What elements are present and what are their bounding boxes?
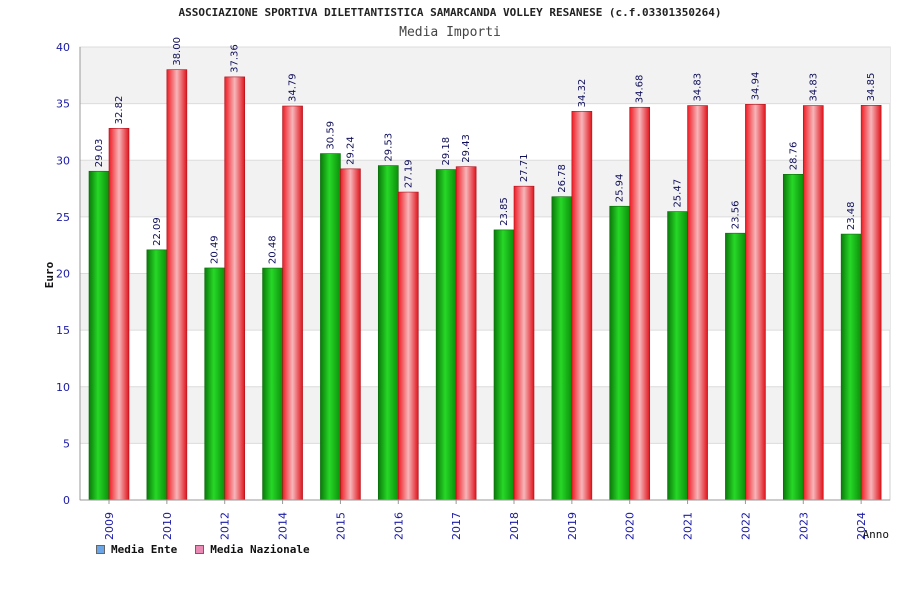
bar-media-ente-2012 xyxy=(204,267,226,501)
data-label: 34.32 xyxy=(577,79,588,108)
x-tick-label: 2024 xyxy=(855,512,868,540)
x-tick-label: 2012 xyxy=(219,512,232,540)
data-label: 37.36 xyxy=(230,44,241,73)
grid-band xyxy=(80,47,890,104)
y-tick-label: 20 xyxy=(56,268,70,281)
x-tick-label: 2014 xyxy=(277,512,290,540)
data-label: 34.94 xyxy=(750,72,761,101)
bar-media-nazionale-2012 xyxy=(224,76,246,501)
legend-label-media-nazionale: Media Nazionale xyxy=(210,543,310,556)
data-label: 29.18 xyxy=(441,137,452,166)
x-tick-label: 2016 xyxy=(392,512,405,540)
bar-media-ente-2010 xyxy=(146,249,168,501)
data-label: 23.85 xyxy=(499,197,510,226)
bar-media-nazionale-2024 xyxy=(860,105,882,501)
data-label: 22.09 xyxy=(152,217,163,246)
bar-media-ente-2021 xyxy=(667,211,688,501)
data-label: 34.85 xyxy=(866,73,877,102)
data-label: 34.83 xyxy=(693,73,704,102)
bar-media-nazionale-2010 xyxy=(166,69,188,501)
data-label: 29.43 xyxy=(461,134,472,163)
bar-media-nazionale-2016 xyxy=(397,191,419,501)
data-label: 26.78 xyxy=(557,164,568,193)
data-label: 34.83 xyxy=(808,73,819,102)
bar-media-nazionale-2015 xyxy=(340,168,361,501)
bar-media-ente-2017 xyxy=(435,169,457,501)
legend-item-media-nazionale: Media Nazionale xyxy=(195,543,310,556)
chart-subtitle: Media Importi xyxy=(399,25,501,40)
data-label: 28.76 xyxy=(788,142,799,171)
chart-title: ASSOCIAZIONE SPORTIVA DILETTANTISTICA SA… xyxy=(178,6,722,19)
x-tick-label: 2022 xyxy=(739,512,752,540)
x-tick-label: 2015 xyxy=(334,512,347,540)
data-label: 29.03 xyxy=(94,139,105,168)
data-label: 25.94 xyxy=(615,174,626,203)
grid-band xyxy=(80,386,890,444)
data-label: 20.49 xyxy=(210,235,221,264)
bar-media-nazionale-2018 xyxy=(513,185,535,501)
x-tick-label: 2019 xyxy=(566,512,579,540)
bar-media-ente-2014 xyxy=(262,267,283,501)
bar-media-nazionale-2023 xyxy=(802,105,824,501)
bar-media-nazionale-2019 xyxy=(571,111,593,501)
grid-band xyxy=(80,160,890,217)
data-label: 27.19 xyxy=(403,159,414,188)
data-label: 25.47 xyxy=(673,179,684,208)
data-label: 34.79 xyxy=(288,73,299,102)
x-tick-label: 2021 xyxy=(682,512,695,540)
data-label: 29.24 xyxy=(345,136,356,165)
data-label: 34.68 xyxy=(635,75,646,104)
bar-media-nazionale-2022 xyxy=(745,104,766,501)
y-tick-label: 10 xyxy=(56,381,70,394)
grid-band xyxy=(80,273,890,331)
data-label: 29.53 xyxy=(383,133,394,162)
y-tick-label: 35 xyxy=(56,98,70,111)
bar-media-ente-2019 xyxy=(551,196,573,501)
y-tick-label: 15 xyxy=(56,324,70,337)
x-tick-label: 2023 xyxy=(797,512,810,540)
legend: Media Ente Media Nazionale xyxy=(96,543,310,556)
bar-media-nazionale-2017 xyxy=(455,166,477,501)
x-tick-label: 2010 xyxy=(161,512,174,540)
bar-media-nazionale-2020 xyxy=(629,106,651,501)
bar-media-ente-2022 xyxy=(725,232,746,501)
bar-media-nazionale-2021 xyxy=(687,105,708,501)
y-tick-label: 25 xyxy=(56,211,70,224)
x-tick-label: 2009 xyxy=(103,512,116,540)
bar-media-ente-2020 xyxy=(609,205,631,501)
data-label: 30.59 xyxy=(325,121,336,150)
x-axis-label: Anno xyxy=(863,528,890,541)
x-tick-label: 2018 xyxy=(508,512,521,540)
bar-media-ente-2016 xyxy=(377,165,399,501)
bar-media-ente-2009 xyxy=(88,170,110,501)
bar-media-ente-2018 xyxy=(493,229,515,501)
data-label: 27.71 xyxy=(519,154,530,183)
bar-media-nazionale-2014 xyxy=(282,105,303,501)
bar-media-nazionale-2009 xyxy=(108,128,130,501)
bar-media-ente-2023 xyxy=(782,173,804,501)
y-tick-label: 5 xyxy=(63,437,70,450)
y-tick-label: 30 xyxy=(56,154,70,167)
y-tick-label: 40 xyxy=(56,41,70,54)
legend-label-media-ente: Media Ente xyxy=(111,543,178,556)
legend-swatch-media-nazionale xyxy=(195,545,205,554)
bar-media-ente-2024 xyxy=(840,233,862,501)
legend-swatch-media-ente xyxy=(96,545,105,554)
data-label: 23.56 xyxy=(730,201,741,230)
bar-media-ente-2015 xyxy=(320,153,341,501)
data-label: 23.48 xyxy=(846,201,857,230)
x-tick-label: 2020 xyxy=(624,512,637,540)
data-label: 32.82 xyxy=(114,96,125,125)
y-axis-label: Euro xyxy=(43,261,56,288)
legend-item-media-ente: Media Ente xyxy=(96,543,177,556)
data-label: 20.48 xyxy=(268,235,279,264)
y-tick-label: 0 xyxy=(63,494,70,507)
x-tick-label: 2017 xyxy=(450,512,463,540)
data-label: 38.00 xyxy=(172,37,183,66)
